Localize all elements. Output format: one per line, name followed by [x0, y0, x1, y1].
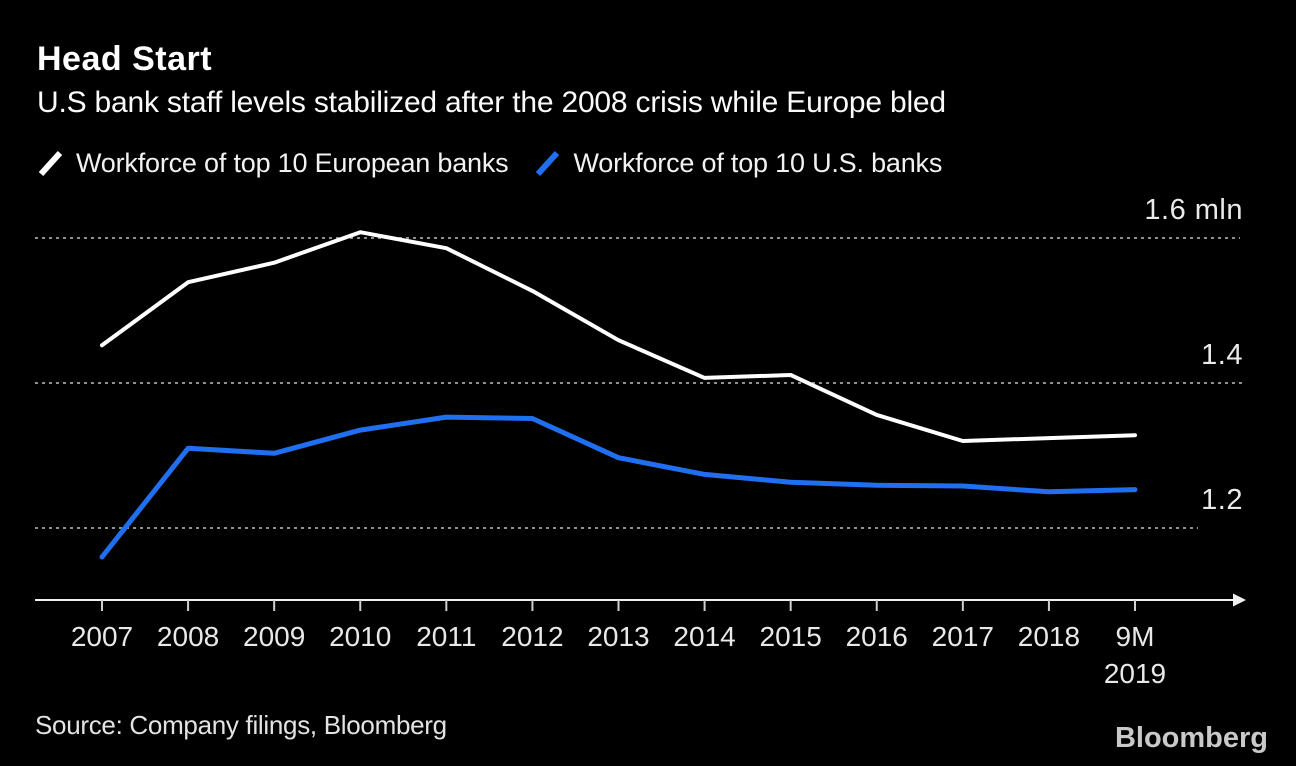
legend-item-us-banks: Workforce of top 10 U.S. banks — [534, 148, 942, 179]
x-axis-label-2015: 2015 — [759, 621, 822, 652]
x-axis-label-2014: 2014 — [673, 621, 736, 652]
x-axis-label-2012: 2012 — [501, 621, 564, 652]
series-line-us-banks — [99, 414, 1138, 560]
y-axis-label-1.6: 1.6 mln — [1144, 194, 1243, 226]
x-axis-label-2011: 2011 — [416, 621, 477, 652]
legend-label-us-banks: Workforce of top 10 U.S. banks — [573, 148, 943, 178]
legend-item-european-banks: Workforce of top 10 European banks — [37, 148, 509, 179]
series-line-european-banks — [100, 230, 1137, 443]
x-axis-arrow-icon — [1233, 593, 1246, 607]
source-note: Source: Company filings, Bloomberg — [35, 710, 447, 740]
bloomberg-logo: Bloomberg — [1114, 722, 1268, 754]
legend: Workforce of top 10 European banks Workf… — [37, 148, 942, 179]
legend-label-european-banks: Workforce of top 10 European banks — [76, 148, 509, 178]
x-axis-label-2007: 2007 — [70, 621, 134, 652]
y-axis-label-1.4: 1.4 — [1201, 339, 1243, 371]
x-axis-label-2016: 2016 — [845, 621, 908, 652]
y-axis-label-1.2: 1.2 — [1201, 484, 1243, 516]
x-axis-label-2018: 2018 — [1017, 621, 1081, 652]
x-axis-label-2008: 2008 — [156, 621, 220, 652]
x-axis-label-9M-2019: 9M 2019 — [1103, 621, 1167, 689]
us-series-slash-icon — [536, 150, 560, 177]
european-series-slash-icon — [38, 150, 63, 177]
chart-subtitle: U.S bank staff levels stabilized after t… — [37, 86, 946, 119]
x-axis-label-2017: 2017 — [931, 621, 994, 652]
chart-title: Head Start — [37, 40, 213, 78]
x-axis-label-2013: 2013 — [587, 621, 650, 652]
x-axis-label-2010: 2010 — [329, 621, 392, 652]
x-axis-label-2009: 2009 — [243, 621, 306, 652]
